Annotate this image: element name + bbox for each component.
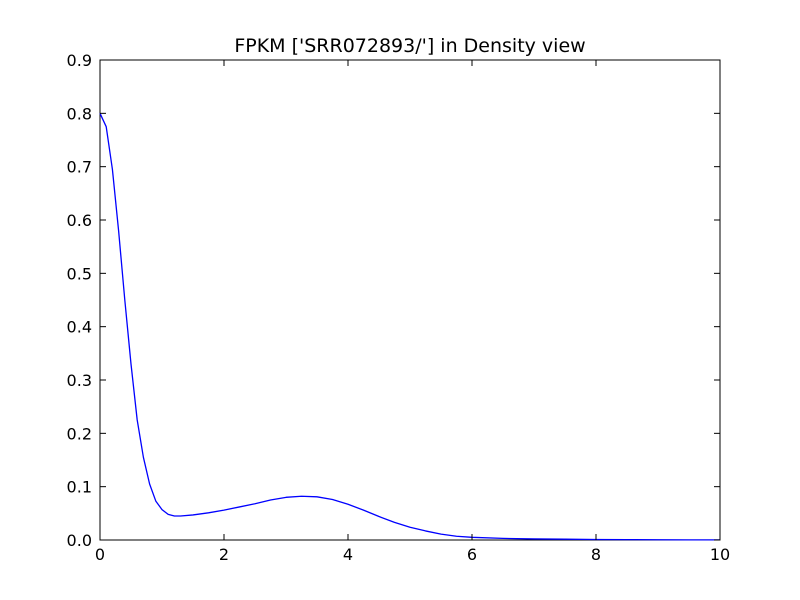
x-tick-label: 2: [219, 545, 229, 564]
y-tick-label: 0.5: [67, 264, 92, 283]
y-tick-label: 0.6: [67, 211, 92, 230]
y-tick-label: 0.2: [67, 424, 92, 443]
x-tick-label: 8: [591, 545, 601, 564]
y-tick-label: 0.4: [67, 318, 92, 337]
plot-area: 0 2 4 6 8 10 0.0 0.1 0.2 0.3 0.4 0.5 0.6 0.7 0.8 0.9: [67, 51, 731, 564]
axes-frame: [99, 59, 721, 541]
y-tick-label: 0.9: [67, 51, 92, 70]
density-line-0: [99, 113, 721, 541]
y-tick-label: 0.3: [67, 371, 92, 390]
y-tick-label: 0.0: [67, 531, 92, 550]
x-tick-label: 6: [467, 545, 477, 564]
y-tick-label: 0.7: [67, 158, 92, 177]
chart-title: FPKM ['SRR072893/'] in Density view: [234, 35, 585, 57]
y-tick-label: 0.8: [67, 104, 92, 123]
x-tick-label: 4: [343, 545, 353, 564]
x-tick-label: 0: [95, 545, 105, 564]
y-tick-label: 0.1: [67, 478, 92, 497]
x-tick-label: 10: [710, 545, 730, 564]
